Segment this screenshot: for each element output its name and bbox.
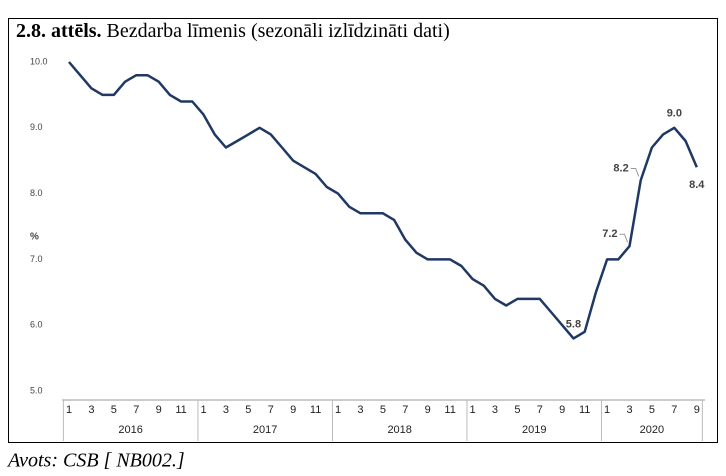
x-tick-label: 1 (200, 404, 206, 416)
y-axis-label: % (30, 232, 39, 243)
frame (8, 18, 718, 443)
data-label: 8.4 (689, 179, 705, 191)
leader-line (630, 167, 640, 177)
data-line (68, 61, 698, 340)
x-tick-label: 1 (335, 404, 341, 416)
x-tick-label: 9 (694, 404, 700, 416)
x-tick-label: 3 (626, 404, 632, 416)
y-tick-label: 5.0 (30, 385, 43, 395)
title-bold: 2.8. attēls. (16, 20, 102, 42)
year-label: 2016 (118, 424, 142, 436)
x-tick-label: 3 (492, 404, 498, 416)
x-tick-label: 9 (156, 404, 162, 416)
x-tick-label: 11 (444, 404, 455, 416)
year-label: 2017 (253, 424, 277, 436)
y-tick-label: 8.0 (30, 188, 43, 198)
x-tick-label: 9 (290, 404, 296, 416)
y-tick-label: 7.0 (30, 254, 43, 264)
x-tick-label: 9 (425, 404, 431, 416)
x-tick-label: 7 (268, 404, 274, 416)
x-tick-label: 3 (357, 404, 363, 416)
x-tick-label: 11 (175, 404, 186, 416)
chart-title: 2.8. attēls. Bezdarba līmenis (sezonāli … (16, 20, 450, 42)
year-label: 2018 (387, 424, 411, 436)
x-tick-label: 11 (579, 404, 590, 416)
x-tick-label: 9 (559, 404, 565, 416)
y-tick-label: 10.0 (30, 56, 48, 66)
x-tick-label: 5 (111, 404, 117, 416)
year-label: 2020 (640, 424, 664, 436)
x-tick-label: 1 (604, 404, 610, 416)
x-tick-label: 5 (380, 404, 386, 416)
leader-line (619, 233, 628, 243)
data-label: 8.2 (613, 162, 628, 174)
x-tick-label: 5 (514, 404, 520, 416)
x-tick-label: 5 (245, 404, 251, 416)
year-label: 2019 (522, 424, 546, 436)
x-tick-label: 7 (402, 404, 408, 416)
x-tick-label: 1 (66, 404, 72, 416)
y-tick-label: 9.0 (30, 122, 43, 132)
x-tick-label: 3 (88, 404, 94, 416)
x-tick-label: 11 (310, 404, 321, 416)
x-tick-label: 1 (469, 404, 475, 416)
data-label: 5.8 (566, 318, 581, 330)
x-tick-label: 7 (133, 404, 139, 416)
y-tick-label: 6.0 (30, 320, 43, 330)
x-tick-label: 7 (537, 404, 543, 416)
title-text: Bezdarba līmenis (sezonāli izlīdzināti d… (107, 20, 450, 42)
x-tick-label: 3 (223, 404, 229, 416)
x-tick-label: 7 (671, 404, 677, 416)
source: Avots: CSB [ NB002.] (6, 450, 185, 472)
x-tick-label: 5 (649, 404, 655, 416)
data-label: 7.2 (602, 228, 617, 240)
data-label: 9.0 (667, 108, 682, 120)
